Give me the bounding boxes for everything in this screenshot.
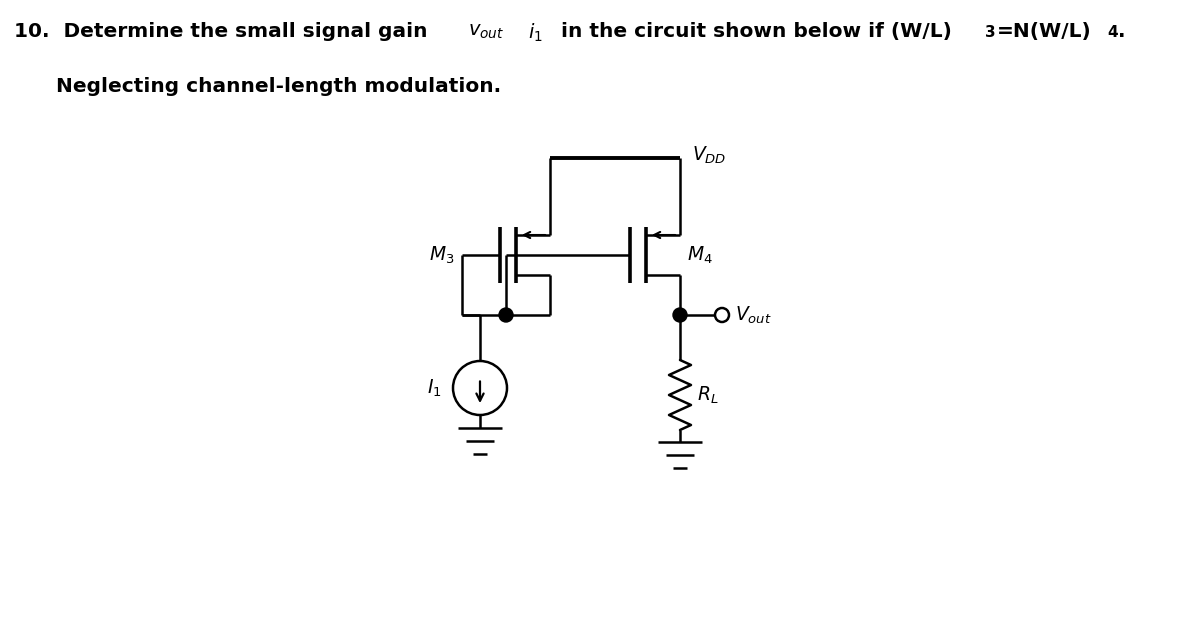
Text: 4: 4 [1108,25,1118,41]
Text: 10.  Determine the small signal gain: 10. Determine the small signal gain [14,22,434,41]
Text: Neglecting channel-length modulation.: Neglecting channel-length modulation. [14,77,502,96]
Text: $i_1$: $i_1$ [528,22,542,44]
Text: 3: 3 [985,25,996,41]
Text: $V_{DD}$: $V_{DD}$ [692,144,726,166]
Text: $R_L$: $R_L$ [697,384,719,406]
Text: .: . [1118,22,1126,41]
Text: =N(W/L): =N(W/L) [997,22,1092,41]
Circle shape [499,308,514,322]
Text: $I_1$: $I_1$ [427,377,442,399]
Text: $M_3$: $M_3$ [428,244,454,266]
Text: $V_{out}$: $V_{out}$ [734,304,772,325]
Text: in the circuit shown below if (W/L): in the circuit shown below if (W/L) [554,22,953,41]
Circle shape [673,308,686,322]
Text: $v_{out}$: $v_{out}$ [468,22,504,41]
Text: $M_4$: $M_4$ [686,244,713,266]
